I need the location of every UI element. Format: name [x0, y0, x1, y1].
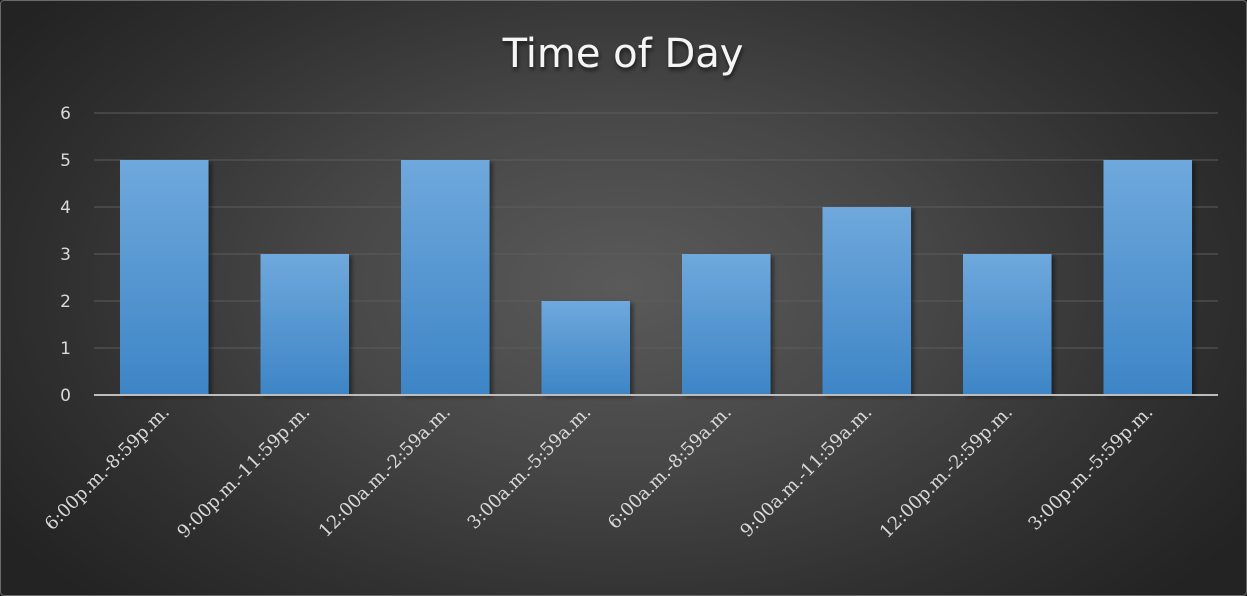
x-tick-label: 6:00p.m.-8:59p.m.	[41, 402, 174, 535]
bars	[119, 160, 1193, 395]
x-tick-label: 3:00a.m.-5:59a.m.	[463, 402, 595, 534]
bar	[962, 254, 1052, 395]
y-tick-label: 6	[60, 104, 71, 124]
y-tick-label: 4	[60, 198, 71, 218]
x-tick-label: 12:00a.m.-2:59a.m.	[315, 402, 455, 542]
bar	[400, 160, 490, 395]
x-tick-label: 9:00p.m.-11:59p.m.	[173, 402, 314, 543]
bar	[1103, 160, 1193, 395]
x-tick-label: 6:00a.m.-8:59a.m.	[604, 402, 736, 534]
chart-title: Time of Day	[502, 31, 744, 77]
bar	[119, 160, 209, 395]
bar	[822, 207, 912, 395]
y-tick-label: 1	[60, 339, 71, 359]
y-axis-ticks: 0 1 2 3 4 5 6	[60, 104, 71, 406]
x-tick-label: 3:00p.m.-5:59p.m.	[1024, 402, 1157, 535]
bar	[541, 301, 631, 395]
x-axis-ticks: 6:00p.m.-8:59p.m. 9:00p.m.-11:59p.m. 12:00…	[41, 402, 1157, 543]
y-tick-label: 5	[60, 151, 71, 171]
bar	[260, 254, 350, 395]
y-tick-label: 0	[60, 386, 71, 406]
bar	[681, 254, 771, 395]
x-tick-label: 9:00a.m.-11:59a.m.	[736, 402, 876, 542]
x-tick-label: 12:00p.m.-2:59p.m.	[876, 402, 1017, 543]
y-tick-label: 2	[60, 292, 71, 312]
y-tick-label: 3	[60, 245, 71, 265]
